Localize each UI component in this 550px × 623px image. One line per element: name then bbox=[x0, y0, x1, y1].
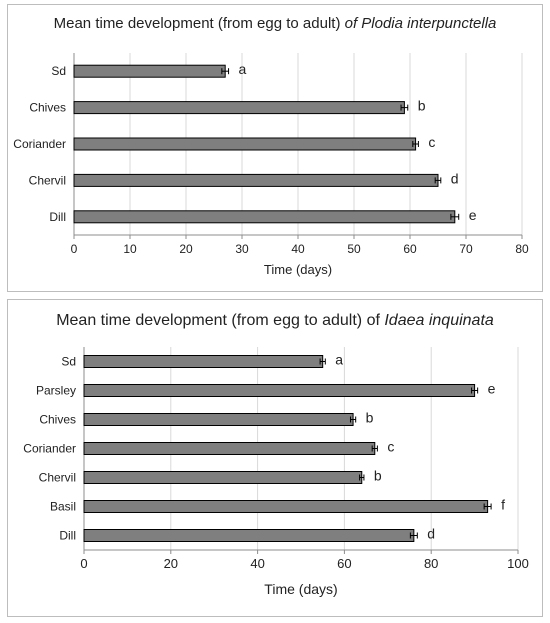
bar bbox=[73, 173, 439, 187]
significance-letter: c bbox=[428, 134, 435, 150]
y-category-label: Chervil bbox=[39, 471, 76, 485]
chart-title-text: Mean time development (from egg to adult… bbox=[56, 312, 385, 329]
x-tick-label: 70 bbox=[459, 242, 473, 256]
x-tick-label: 80 bbox=[515, 242, 529, 256]
bar bbox=[73, 64, 226, 78]
significance-letter: b bbox=[374, 468, 382, 484]
y-category-label: Sd bbox=[51, 64, 66, 78]
chart-idaea: 0 20 40 60 80 100 Sd a Parsley e Chives b Coriander c… bbox=[23, 347, 529, 597]
significance-letter: b bbox=[366, 410, 374, 426]
bar bbox=[83, 442, 376, 455]
bar bbox=[83, 384, 476, 397]
y-category-label: Parsley bbox=[36, 384, 76, 398]
y-category-label: Coriander bbox=[23, 442, 76, 456]
x-tick-label: 10 bbox=[123, 242, 137, 256]
y-category-label: Coriander bbox=[13, 137, 66, 151]
y-category-label: Chives bbox=[29, 101, 66, 115]
bar bbox=[83, 355, 324, 368]
bar bbox=[83, 413, 354, 426]
x-tick-label: 60 bbox=[403, 242, 417, 256]
significance-letter: d bbox=[451, 170, 459, 186]
x-tick-label: 0 bbox=[80, 556, 87, 571]
chart-title-species: of Plodia interpunctella bbox=[344, 15, 497, 32]
chart-plodia: 0 10 20 30 40 50 60 70 80 Sd a Chives b Coriander c Che… bbox=[13, 53, 529, 277]
x-tick-label: 0 bbox=[71, 242, 78, 256]
bar bbox=[73, 101, 405, 115]
bar bbox=[83, 529, 415, 542]
significance-letter: e bbox=[488, 381, 496, 397]
significance-letter: e bbox=[469, 207, 477, 223]
x-tick-label: 100 bbox=[507, 556, 529, 571]
x-tick-label: 50 bbox=[347, 242, 361, 256]
bar bbox=[83, 500, 489, 513]
significance-letter: a bbox=[239, 61, 247, 77]
x-axis-label: Time (days) bbox=[264, 262, 332, 277]
chart-title-plodia: Mean time development (from egg to adult… bbox=[8, 15, 542, 32]
bar bbox=[73, 210, 456, 224]
y-category-label: Chervil bbox=[29, 173, 66, 187]
chart-panel-idaea: Mean time development (from egg to adult… bbox=[7, 299, 543, 617]
x-tick-label: 20 bbox=[179, 242, 193, 256]
x-tick-label: 20 bbox=[164, 556, 178, 571]
y-category-label: Sd bbox=[61, 355, 76, 369]
x-axis-label: Time (days) bbox=[264, 581, 337, 597]
chart-title-idaea: Mean time development (from egg to adult… bbox=[8, 312, 542, 330]
significance-letter: b bbox=[418, 98, 426, 114]
significance-letter: d bbox=[427, 526, 435, 542]
significance-letter: a bbox=[335, 352, 343, 368]
x-tick-label: 80 bbox=[424, 556, 438, 571]
x-tick-label: 40 bbox=[291, 242, 305, 256]
bar bbox=[73, 137, 417, 151]
x-tick-label: 40 bbox=[250, 556, 264, 571]
significance-letter: c bbox=[387, 439, 394, 455]
significance-letter: f bbox=[501, 497, 505, 513]
y-category-label: Dill bbox=[49, 210, 66, 224]
bar bbox=[83, 471, 363, 484]
x-tick-label: 30 bbox=[235, 242, 249, 256]
chart-title-species: Idaea inquinata bbox=[384, 312, 494, 329]
chart-panel-plodia: Mean time development (from egg to adult… bbox=[7, 4, 543, 292]
x-tick-label: 60 bbox=[337, 556, 351, 571]
y-category-label: Basil bbox=[50, 500, 76, 514]
y-category-label: Chives bbox=[39, 413, 76, 427]
y-category-label: Dill bbox=[59, 529, 76, 543]
chart-title-text: Mean time development (from egg to adult… bbox=[53, 15, 345, 32]
